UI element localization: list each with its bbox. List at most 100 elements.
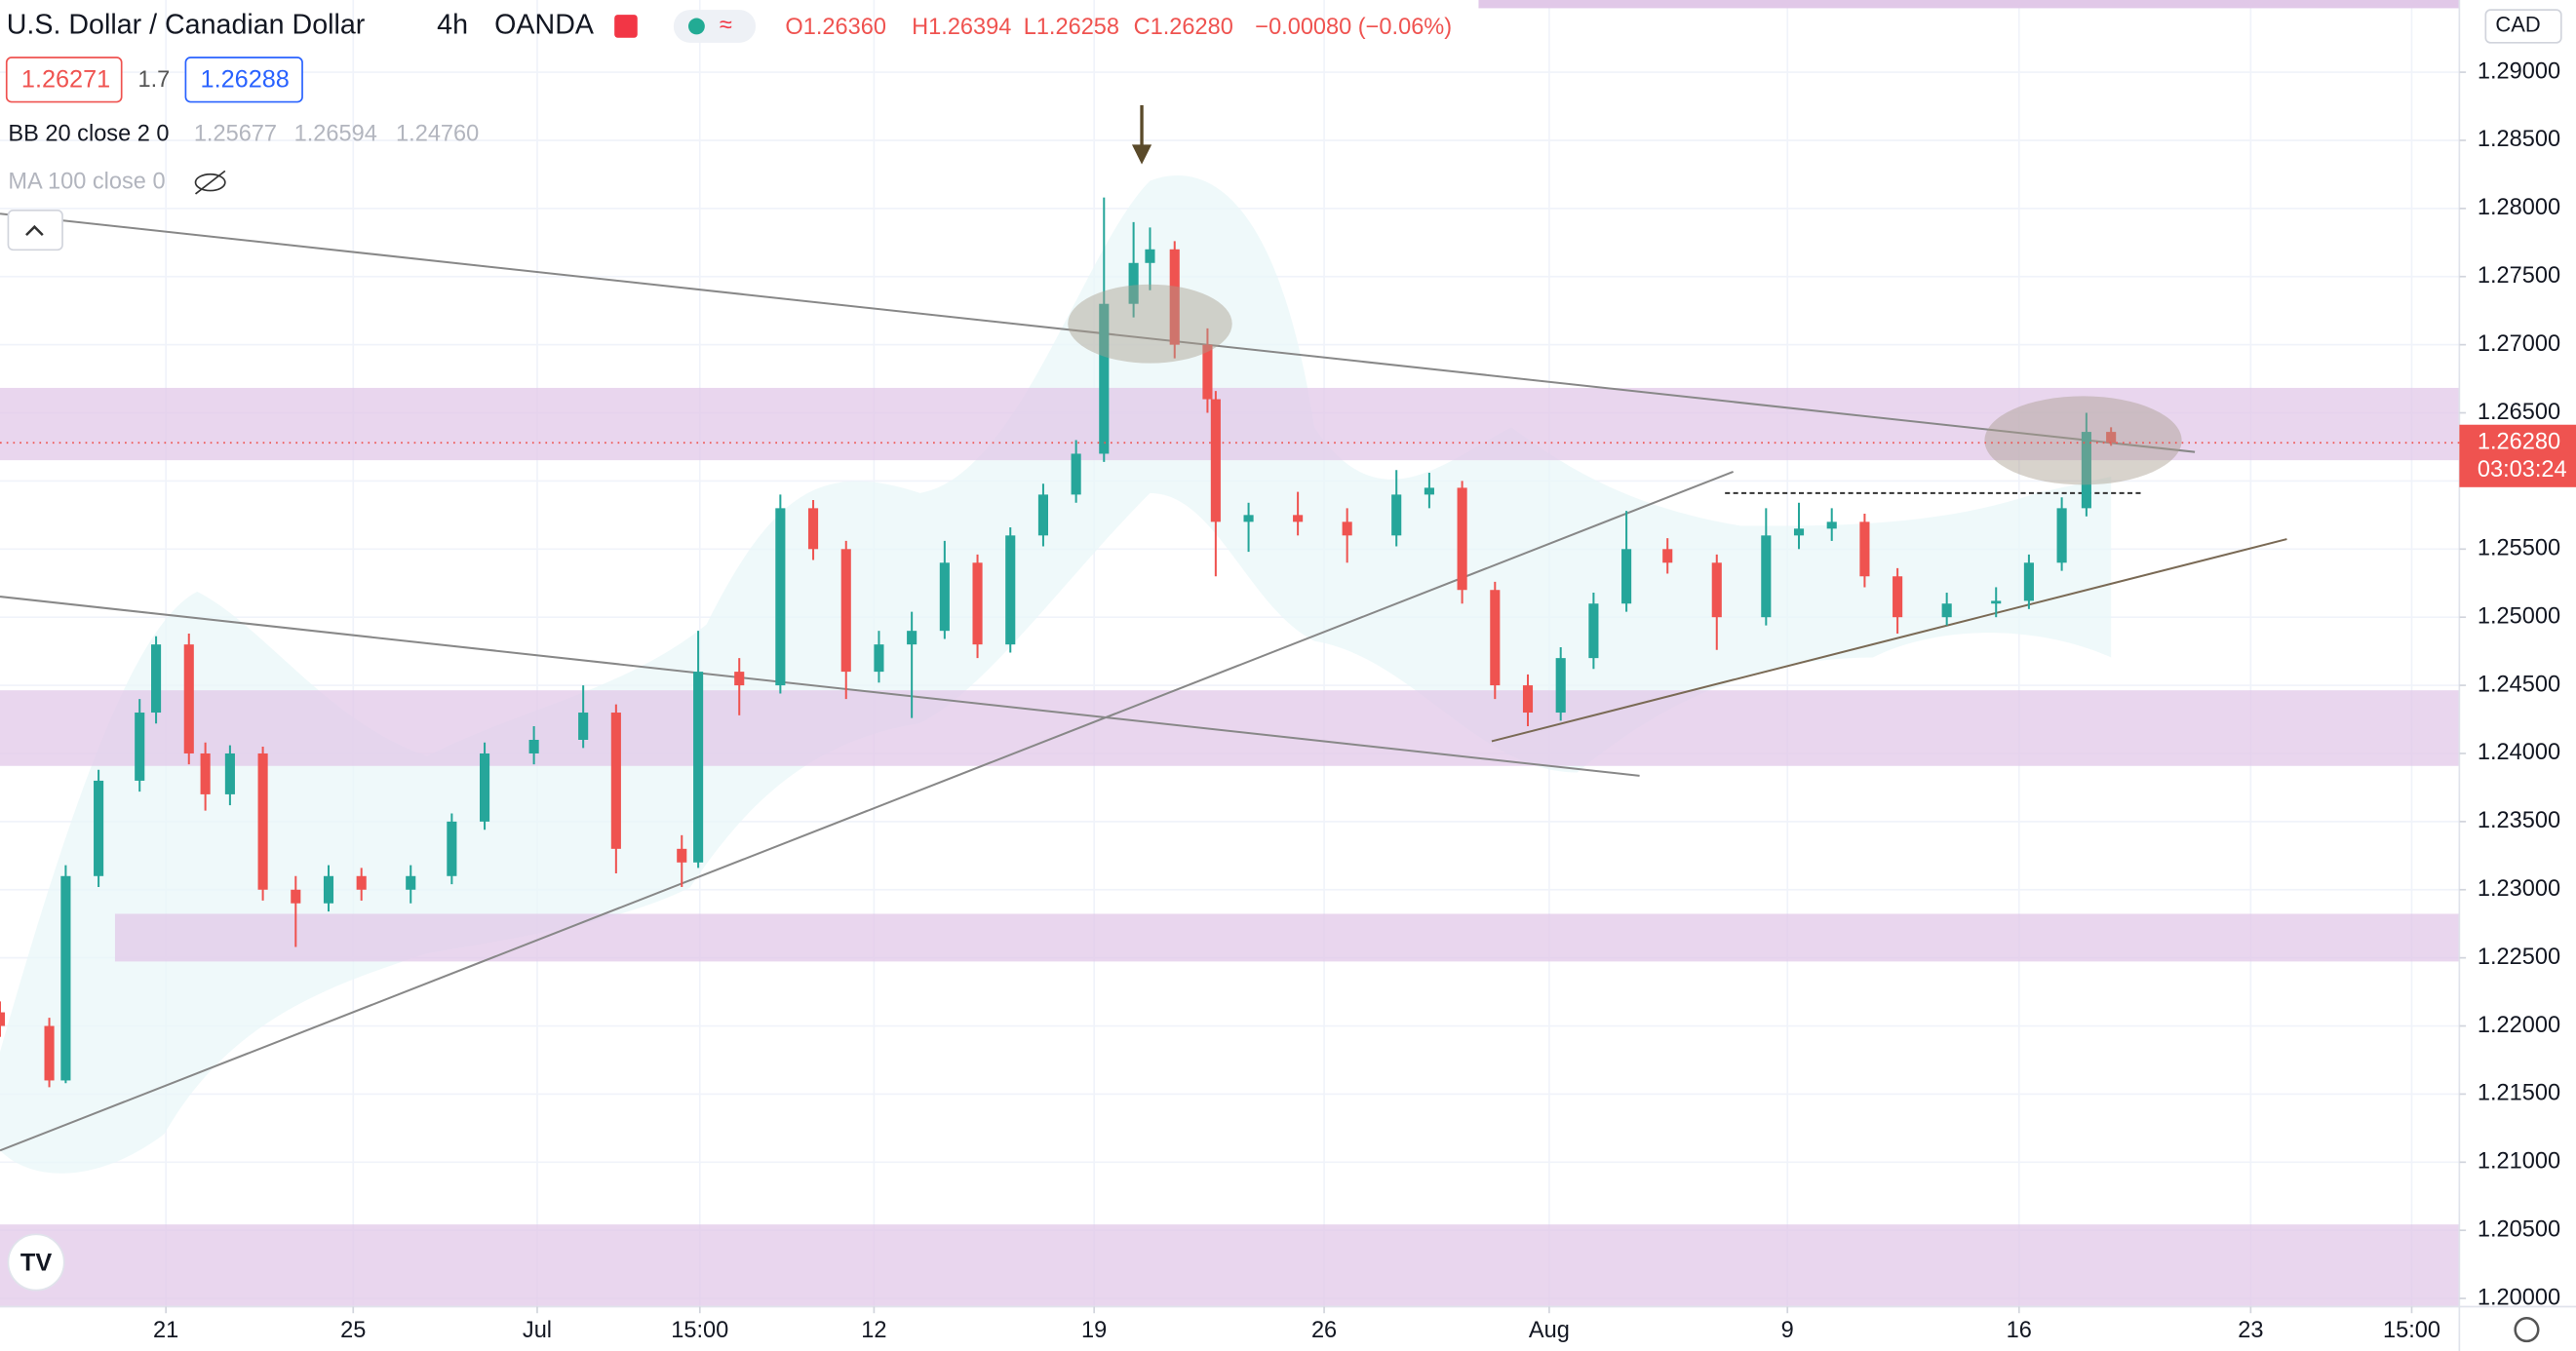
hide-icon[interactable] xyxy=(194,170,226,195)
logo-mark: TV xyxy=(20,1249,52,1276)
sell-button[interactable] xyxy=(5,57,123,103)
settings-icon[interactable] xyxy=(2514,1317,2540,1343)
candle-body xyxy=(1457,487,1467,591)
candle-body xyxy=(1859,521,1870,577)
spread: 1.7 xyxy=(138,66,171,92)
zone xyxy=(0,690,2460,766)
candle-body xyxy=(907,631,917,645)
status-wave: ≈ xyxy=(720,12,732,37)
candle-body xyxy=(939,562,950,632)
trend-line xyxy=(1491,538,2287,743)
logo[interactable] xyxy=(7,1233,65,1292)
candle-body xyxy=(1588,603,1599,659)
candle-body xyxy=(224,753,235,794)
candle-body xyxy=(1099,303,1110,454)
y-tick-label: 1.23000 xyxy=(2478,875,2560,901)
source: OANDA xyxy=(494,10,595,41)
x-tick-label: Jul xyxy=(523,1317,552,1342)
candle-body xyxy=(677,848,687,863)
candle-body xyxy=(1243,515,1254,522)
ohlc-high: H1.26394 xyxy=(912,14,1011,39)
y-tick-label: 1.20000 xyxy=(2478,1284,2560,1309)
candle-body xyxy=(807,508,819,550)
highlight-ellipse xyxy=(1068,284,1232,364)
y-tick-label: 1.20500 xyxy=(2478,1216,2560,1241)
candle-body xyxy=(1522,685,1534,714)
candle-body xyxy=(60,875,71,1081)
candle-body xyxy=(94,780,104,876)
y-tick-label: 1.25000 xyxy=(2478,602,2560,628)
collapse-button[interactable] xyxy=(7,209,63,251)
candle-body xyxy=(1893,576,1903,618)
ohlc-change: −0.00080 (−0.06%) xyxy=(1255,14,1452,39)
x-tick-label: 21 xyxy=(153,1317,178,1342)
zone xyxy=(1478,0,2460,9)
candle-body xyxy=(734,672,745,686)
ohlc-close: C1.26280 xyxy=(1134,14,1233,39)
candle-body xyxy=(151,644,162,714)
ask[interactable]: 1.26288 xyxy=(201,65,290,93)
y-tick-label: 1.22000 xyxy=(2478,1012,2560,1037)
x-tick-label: 15:00 xyxy=(2383,1317,2440,1342)
candle-body xyxy=(693,672,704,863)
x-tick-label: 23 xyxy=(2238,1317,2263,1342)
y-tick-label: 1.25500 xyxy=(2478,535,2560,560)
candles xyxy=(0,197,2117,1088)
x-tick-label: 25 xyxy=(340,1317,366,1342)
last-price-label: 1.26280 xyxy=(2478,429,2560,454)
y-tick-label: 1.29000 xyxy=(2478,58,2560,83)
chevron xyxy=(25,224,44,237)
candle-body xyxy=(1761,535,1772,618)
status-pill xyxy=(673,10,757,43)
trend-line xyxy=(0,470,1734,1152)
x-tick-label: 26 xyxy=(1311,1317,1337,1342)
eye xyxy=(194,173,226,192)
y-tick-label: 1.27500 xyxy=(2478,262,2560,288)
y-tick-label: 1.28500 xyxy=(2478,126,2560,151)
candle-body xyxy=(200,753,211,794)
arrow-head xyxy=(1131,144,1152,165)
candle-body xyxy=(1037,494,1048,536)
buy-button[interactable] xyxy=(184,57,303,103)
bb-value: 1.26594 xyxy=(294,120,377,145)
arrow xyxy=(1131,104,1152,165)
axes: 1.20000 1.20500 1.21000 1.21500 1.22000 1.225… xyxy=(153,58,2560,1342)
x-tick-label: 15:00 xyxy=(671,1317,728,1342)
zone xyxy=(0,1224,2460,1307)
candle-body xyxy=(406,875,416,890)
candle-body xyxy=(1391,494,1402,536)
symbol: U.S. Dollar / Canadian Dollar xyxy=(7,10,366,41)
candle-body xyxy=(0,1012,6,1026)
candle-body xyxy=(257,753,268,890)
flag-icon[interactable] xyxy=(614,15,638,38)
candle-body xyxy=(1071,453,1081,495)
status-dot xyxy=(687,18,705,35)
currency-button[interactable] xyxy=(2484,9,2562,44)
y-tick-label: 1.28000 xyxy=(2478,194,2560,219)
currency[interactable]: CAD xyxy=(2495,13,2540,37)
candle-body xyxy=(1005,535,1016,645)
candle-body xyxy=(1210,399,1221,522)
ohlc-low: L1.26258 xyxy=(1024,14,1119,39)
x-tick-label: 19 xyxy=(1081,1317,1107,1342)
candle-body xyxy=(1555,658,1566,714)
bb-name: BB 20 close 2 0 xyxy=(8,120,169,145)
candle-body xyxy=(1826,521,1837,529)
candle-body xyxy=(2106,432,2117,444)
candle-body xyxy=(1424,487,1434,495)
x-tick-label: Aug xyxy=(1529,1317,1570,1342)
interval: 4h xyxy=(437,10,468,41)
bid[interactable]: 1.26271 xyxy=(21,65,110,93)
y-tick-label: 1.27000 xyxy=(2478,330,2560,356)
candle-body xyxy=(578,713,589,740)
candle-body xyxy=(1662,549,1673,563)
eye-slash xyxy=(194,170,226,195)
candle-body xyxy=(1793,528,1805,536)
y-tick-label: 1.21500 xyxy=(2478,1080,2560,1105)
candle-body xyxy=(447,821,457,876)
zone xyxy=(114,913,2460,962)
highlight-ellipse xyxy=(1984,396,2182,485)
x-tick-label: 12 xyxy=(861,1317,886,1342)
